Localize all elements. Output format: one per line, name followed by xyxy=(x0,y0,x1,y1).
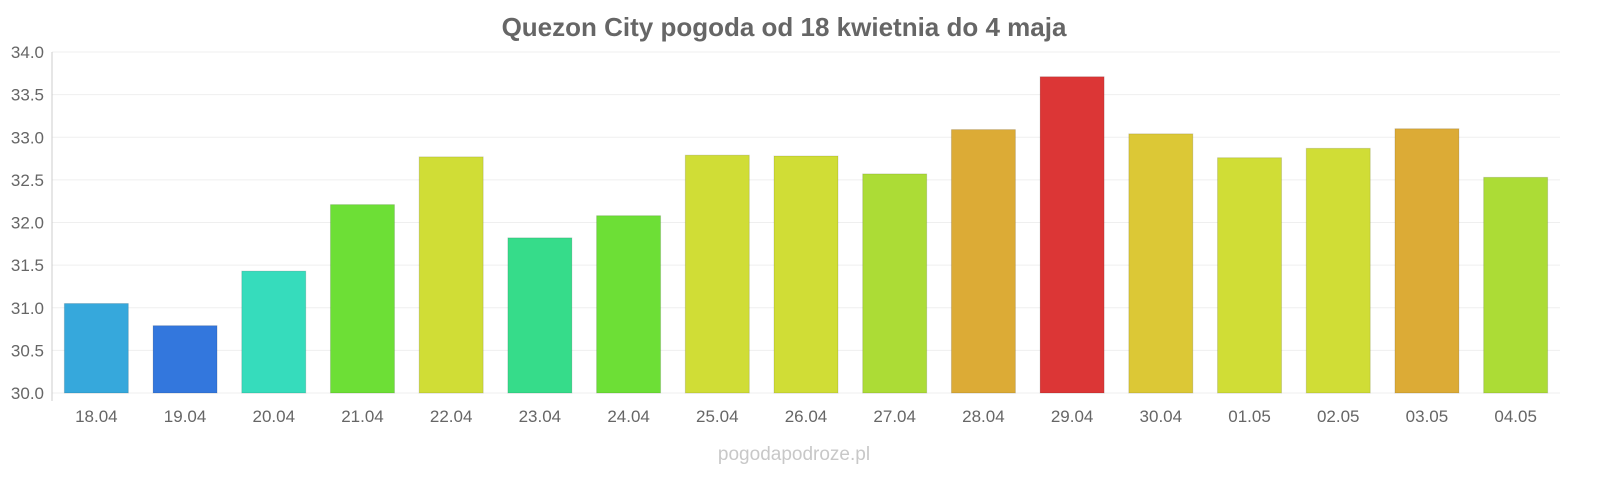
x-tick-label: 03.05 xyxy=(1406,407,1449,426)
bar-25.04: 25.04: 32.79 xyxy=(684,154,750,394)
bar-04.05: 04.05: 32.53 xyxy=(1483,176,1549,394)
x-tick-label: 28.04 xyxy=(962,407,1005,426)
y-tick-label: 31.5 xyxy=(11,256,44,275)
x-tick-label: 19.04 xyxy=(164,407,207,426)
bar-27.04: 27.04: 32.57 xyxy=(862,173,928,394)
bar-03.05: 03.05: 33.1 xyxy=(1394,128,1460,394)
x-tick-label: 30.04 xyxy=(1140,407,1183,426)
bar-23.04: 23.04: 31.82 xyxy=(507,237,573,394)
watermark: pogodapodroze.pl xyxy=(718,444,870,465)
bar-20.04: 20.04: 31.43 xyxy=(241,270,307,394)
x-tick-label: 20.04 xyxy=(252,407,295,426)
x-tick-label: 01.05 xyxy=(1228,407,1271,426)
bar-01.05: 01.05: 32.76 xyxy=(1217,157,1283,394)
x-tick-label: 27.04 xyxy=(873,407,916,426)
y-tick-label: 33.0 xyxy=(11,128,44,147)
x-tick-label: 18.04 xyxy=(75,407,118,426)
y-tick-label: 32.5 xyxy=(11,171,44,190)
x-tick-label: 22.04 xyxy=(430,407,473,426)
x-tick-label: 02.05 xyxy=(1317,407,1360,426)
y-tick-label: 31.0 xyxy=(11,299,44,318)
bar-18.04: 18.04: 31.05 xyxy=(63,302,129,394)
bar-30.04: 30.04: 33.04 xyxy=(1128,133,1194,394)
bar-19.04: 19.04: 30.79 xyxy=(152,325,218,394)
y-tick-label: 30.0 xyxy=(11,384,44,403)
x-tick-label: 26.04 xyxy=(785,407,828,426)
x-tick-label: 29.04 xyxy=(1051,407,1094,426)
bar-21.04: 21.04: 32.21 xyxy=(329,204,395,394)
x-tick-label: 23.04 xyxy=(519,407,562,426)
bar-26.04: 26.04: 32.78 xyxy=(773,155,839,394)
bar-29.04: 29.04: 33.71 xyxy=(1039,76,1105,394)
y-tick-label: 33.5 xyxy=(11,86,44,105)
y-tick-label: 34.0 xyxy=(11,43,44,62)
bar-28.04: 28.04: 33.09 xyxy=(950,129,1016,394)
y-tick-label: 30.5 xyxy=(11,341,44,360)
x-tick-label: 21.04 xyxy=(341,407,384,426)
bar-02.05: 02.05: 32.87 xyxy=(1305,147,1371,394)
chart-title: Quezon City pogoda od 18 kwietnia do 4 m… xyxy=(502,12,1067,42)
x-tick-label: 25.04 xyxy=(696,407,739,426)
bar-24.04: 24.04: 32.08 xyxy=(596,215,662,394)
bar-22.04: 22.04: 32.77 xyxy=(418,156,484,394)
x-tick-label: 04.05 xyxy=(1494,407,1537,426)
x-tick-label: 24.04 xyxy=(607,407,650,426)
y-tick-label: 32.0 xyxy=(11,214,44,233)
